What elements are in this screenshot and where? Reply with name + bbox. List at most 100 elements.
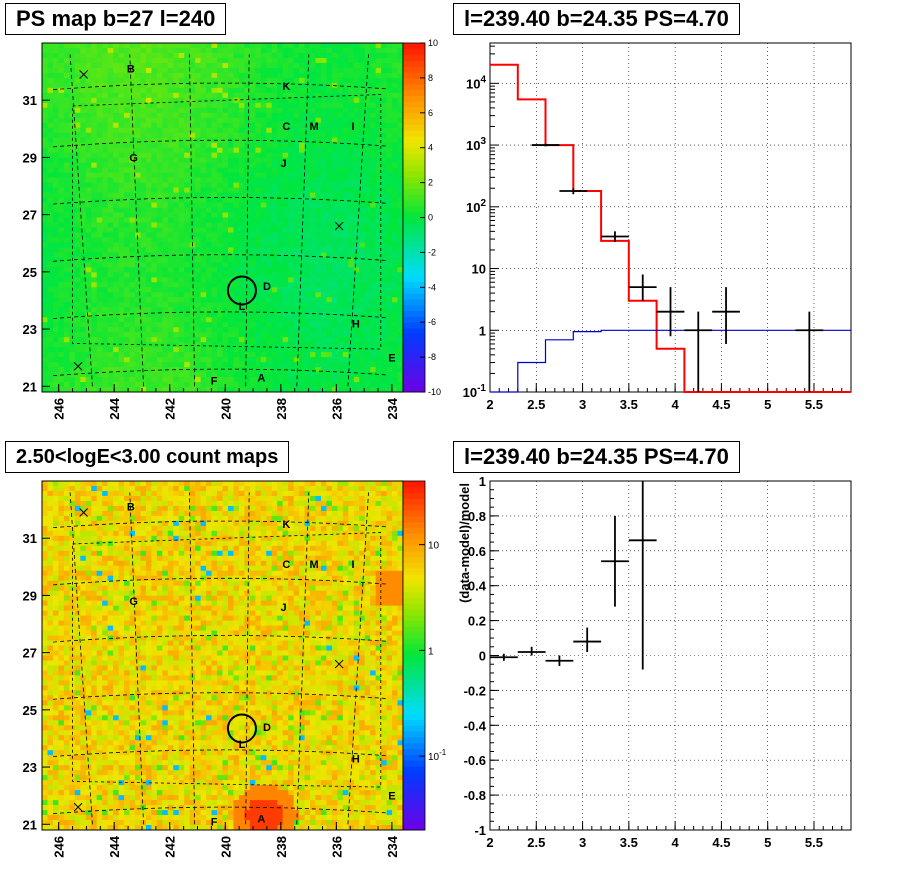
colorbar-cell bbox=[403, 258, 425, 265]
colorbar-cell bbox=[403, 643, 425, 651]
colorbar-cell bbox=[403, 293, 425, 300]
colorbar-cell bbox=[403, 486, 425, 494]
colorbar-cell bbox=[403, 754, 425, 761]
y-axis-label: (data-model)/model bbox=[457, 483, 472, 603]
colorbar-cell bbox=[403, 95, 425, 102]
colorbar-cell bbox=[403, 106, 425, 114]
y-tick-label: 31 bbox=[23, 531, 37, 546]
colorbar-cell bbox=[403, 246, 425, 253]
colorbar-cell bbox=[403, 748, 425, 755]
source-label: E bbox=[388, 791, 395, 803]
y-tick-label: 0.6 bbox=[468, 544, 486, 559]
colorbar-cell bbox=[403, 176, 425, 184]
colorbar-cell bbox=[403, 77, 425, 85]
colorbar-cell bbox=[403, 527, 425, 534]
colorbar-cell bbox=[403, 766, 425, 773]
grid-longitude bbox=[129, 492, 144, 825]
colorbar-cell bbox=[403, 170, 425, 178]
colorbar-cell bbox=[403, 322, 425, 329]
colorbar-cell bbox=[403, 626, 425, 633]
data-point bbox=[628, 481, 657, 670]
ps-circle bbox=[226, 713, 257, 744]
colorbar-cell bbox=[403, 112, 425, 120]
source-label: D bbox=[263, 722, 271, 734]
colorbar-cell bbox=[403, 264, 425, 271]
source-cross bbox=[334, 221, 344, 231]
x-tick-label: 5.5 bbox=[805, 835, 823, 850]
colorbar-tick-label: -8 bbox=[428, 352, 436, 362]
source-label: G bbox=[129, 596, 138, 608]
data-point bbox=[684, 311, 713, 392]
colorbar-cell bbox=[403, 333, 425, 341]
y-tick-label: 10 bbox=[472, 262, 486, 277]
ps-map-title: PS map b=27 l=240 bbox=[5, 3, 227, 35]
colorbar-cell bbox=[403, 690, 425, 697]
colorbar-cell bbox=[403, 362, 425, 370]
colorbar-cell bbox=[403, 632, 425, 639]
y-tick-label: 1 bbox=[479, 323, 486, 338]
colorbar-tick-label: 0 bbox=[428, 213, 433, 223]
data-point bbox=[573, 627, 602, 653]
x-tick-label: 2.5 bbox=[527, 397, 545, 412]
colorbar-cell bbox=[403, 614, 425, 622]
colorbar-cell bbox=[403, 789, 425, 796]
colorbar-tick-label: 6 bbox=[428, 108, 433, 118]
colorbar-cell bbox=[403, 603, 425, 610]
colorbar-cell bbox=[403, 194, 425, 201]
source-cross bbox=[73, 361, 83, 371]
y-tick-label: 27 bbox=[23, 208, 37, 223]
colorbar-tick-label: 2 bbox=[428, 178, 433, 188]
y-tick-label: 1 bbox=[479, 474, 486, 489]
source-label: E bbox=[388, 353, 395, 365]
colorbar-cell bbox=[403, 287, 425, 294]
model-bg-line bbox=[490, 329, 851, 393]
colorbar-cell bbox=[403, 684, 425, 691]
x-tick-label: 240 bbox=[218, 836, 233, 858]
colorbar-cell bbox=[403, 783, 425, 790]
colorbar-cell bbox=[403, 800, 425, 808]
colorbar-cell bbox=[403, 386, 425, 393]
colorbar-cell bbox=[403, 707, 425, 715]
colorbar-cell bbox=[403, 731, 425, 738]
colorbar-cell bbox=[403, 672, 425, 680]
colorbar-cell bbox=[403, 281, 425, 288]
x-tick-label: 4.5 bbox=[712, 835, 730, 850]
y-tick-label: 25 bbox=[23, 703, 37, 718]
colorbar-tick-label: 10 bbox=[428, 541, 440, 552]
y-tick-label: 0 bbox=[479, 649, 486, 664]
x-tick-label: 4 bbox=[672, 397, 680, 412]
colorbar-cell bbox=[403, 719, 425, 726]
grid bbox=[490, 481, 851, 830]
colorbar-cell bbox=[403, 205, 425, 213]
source-label: C bbox=[282, 559, 290, 571]
colorbar-cell bbox=[403, 380, 425, 387]
grid-longitude bbox=[296, 492, 310, 825]
colorbar-cell bbox=[403, 492, 425, 499]
coord-grid bbox=[53, 492, 387, 825]
grid-longitude bbox=[296, 54, 310, 387]
colorbar-cell bbox=[403, 655, 425, 662]
colorbar-cell bbox=[403, 89, 425, 96]
colorbar-cell bbox=[403, 481, 425, 488]
data-point bbox=[545, 655, 574, 666]
colorbar-cell bbox=[403, 298, 425, 306]
colorbar-cell bbox=[403, 544, 425, 552]
data-point bbox=[656, 287, 685, 337]
x-tick-label: 5 bbox=[764, 397, 771, 412]
roi-outline bbox=[72, 94, 382, 350]
source-label: G bbox=[129, 152, 138, 164]
source-label: I bbox=[351, 121, 354, 133]
colorbar-cell bbox=[403, 48, 425, 56]
colorbar-cell bbox=[403, 649, 425, 656]
x-tick-label: 4 bbox=[672, 835, 680, 850]
x-tick-label: 234 bbox=[385, 835, 400, 857]
x-tick-label: 3.5 bbox=[620, 397, 638, 412]
colorbar-cell bbox=[403, 620, 425, 627]
residual-title: l=239.40 b=24.35 PS=4.70 bbox=[453, 441, 740, 473]
grid-longitude bbox=[129, 54, 144, 387]
source-label: M bbox=[310, 121, 319, 133]
colorbar-tick-label: -4 bbox=[428, 282, 436, 292]
data-point bbox=[628, 274, 657, 301]
source-label: M bbox=[310, 559, 319, 571]
